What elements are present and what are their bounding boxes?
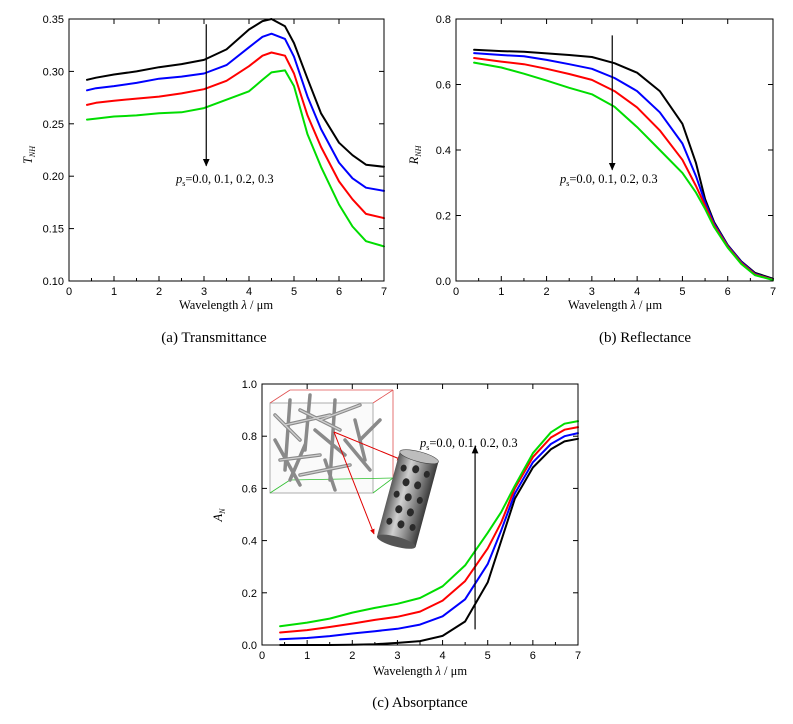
annotation-c: ps=0.0, 0.1, 0.2, 0.3 bbox=[419, 436, 518, 452]
y-tick-label-c-0: 0.0 bbox=[242, 640, 257, 652]
x-tick-label-a-0: 0 bbox=[66, 286, 72, 298]
y-tick-label-c-5: 1.0 bbox=[242, 379, 257, 391]
caption-b: (b) Reflectance bbox=[599, 330, 691, 346]
series-line-c-3 bbox=[279, 420, 579, 628]
caption-a: (a) Transmittance bbox=[161, 330, 267, 346]
y-tick-label-a-2: 0.20 bbox=[43, 171, 64, 183]
series-line-a-0 bbox=[86, 18, 385, 168]
x-tick-label-c-4: 4 bbox=[440, 650, 446, 662]
x-tick-label-a-7: 7 bbox=[381, 286, 387, 298]
foam-structure-icon bbox=[269, 389, 394, 494]
series-line-a-1 bbox=[86, 32, 385, 192]
x-tick-label-b-4: 4 bbox=[634, 286, 640, 298]
x-tick-label-c-3: 3 bbox=[394, 650, 400, 662]
x-tick-label-a-3: 3 bbox=[201, 286, 207, 298]
x-tick-label-b-0: 0 bbox=[453, 286, 459, 298]
x-tick-label-a-4: 4 bbox=[246, 286, 252, 298]
y-axis-title-b: RNH bbox=[407, 144, 423, 165]
y-tick-label-b-4: 0.8 bbox=[436, 14, 451, 26]
y-tick-label-a-5: 0.35 bbox=[43, 14, 64, 26]
x-tick-label-c-1: 1 bbox=[304, 650, 310, 662]
series-line-a-3 bbox=[86, 69, 385, 248]
y-axis-title-c: AN bbox=[211, 508, 227, 523]
series-line-b-3 bbox=[473, 61, 774, 281]
y-tick-label-a-1: 0.15 bbox=[43, 224, 64, 236]
inset-pointer-arrows bbox=[333, 431, 403, 535]
x-tick-label-b-3: 3 bbox=[589, 286, 595, 298]
annotation-a: ps=0.0, 0.1, 0.2, 0.3 bbox=[175, 172, 274, 188]
x-tick-label-b-7: 7 bbox=[770, 286, 776, 298]
y-tick-label-a-4: 0.30 bbox=[43, 66, 64, 78]
y-tick-label-b-0: 0.0 bbox=[436, 276, 451, 288]
series-line-b-2 bbox=[473, 57, 774, 281]
x-axis-title-b: Wavelength λ / μm bbox=[568, 298, 662, 312]
caption-c: (c) Absorptance bbox=[372, 695, 468, 711]
y-tick-label-b-2: 0.4 bbox=[436, 145, 451, 157]
y-tick-label-b-3: 0.6 bbox=[436, 80, 451, 92]
x-tick-label-c-5: 5 bbox=[485, 650, 491, 662]
y-tick-label-b-1: 0.2 bbox=[436, 211, 451, 223]
x-tick-label-b-5: 5 bbox=[679, 286, 685, 298]
y-tick-label-a-3: 0.25 bbox=[43, 119, 64, 131]
series-line-c-1 bbox=[279, 432, 579, 641]
y-tick-label-c-2: 0.4 bbox=[242, 536, 257, 548]
x-tick-label-c-7: 7 bbox=[575, 650, 581, 662]
y-tick-label-a-0: 0.10 bbox=[43, 276, 64, 288]
x-tick-label-c-6: 6 bbox=[530, 650, 536, 662]
x-tick-label-a-6: 6 bbox=[336, 286, 342, 298]
panel-b-chart: 0 1 2 3 4 5 6 7 0.0 0.2 0.4 0.6 0.8 Wavelength λ / μm… bbox=[407, 14, 776, 346]
x-axis-title-c: Wavelength λ / μm bbox=[373, 664, 467, 678]
panel-a-chart: 0 1 2 3 4 5 6 7 0.10 0.15 0.20 0.25 0.30 0.35 Waveleng… bbox=[21, 14, 387, 346]
x-tick-label-c-0: 0 bbox=[259, 650, 265, 662]
y-axis-title-a: TNH bbox=[21, 145, 37, 164]
y-tick-label-c-1: 0.2 bbox=[242, 588, 257, 600]
x-tick-label-b-6: 6 bbox=[725, 286, 731, 298]
x-tick-label-b-1: 1 bbox=[498, 286, 504, 298]
x-tick-label-a-2: 2 bbox=[156, 286, 162, 298]
x-tick-label-b-2: 2 bbox=[544, 286, 550, 298]
y-tick-label-c-4: 0.8 bbox=[242, 431, 257, 443]
y-tick-label-c-3: 0.6 bbox=[242, 483, 257, 495]
x-tick-label-a-5: 5 bbox=[291, 286, 297, 298]
x-tick-label-c-2: 2 bbox=[349, 650, 355, 662]
series-line-c-2 bbox=[279, 426, 579, 634]
x-axis-title-a: Wavelength λ / μm bbox=[179, 298, 273, 312]
x-tick-label-a-1: 1 bbox=[111, 286, 117, 298]
annotation-b: ps=0.0, 0.1, 0.2, 0.3 bbox=[559, 172, 658, 188]
series-line-b-1 bbox=[473, 52, 774, 281]
holed-cylinder-icon bbox=[376, 449, 439, 549]
plot-frame-a bbox=[68, 18, 385, 282]
series-line-a-2 bbox=[86, 51, 385, 220]
inset-illustration bbox=[269, 389, 439, 549]
panel-c-chart: 0 1 2 3 4 5 6 7 0.0 0.2 0.4 0.6 0.8 1.0 Wavelength λ /… bbox=[211, 379, 581, 711]
